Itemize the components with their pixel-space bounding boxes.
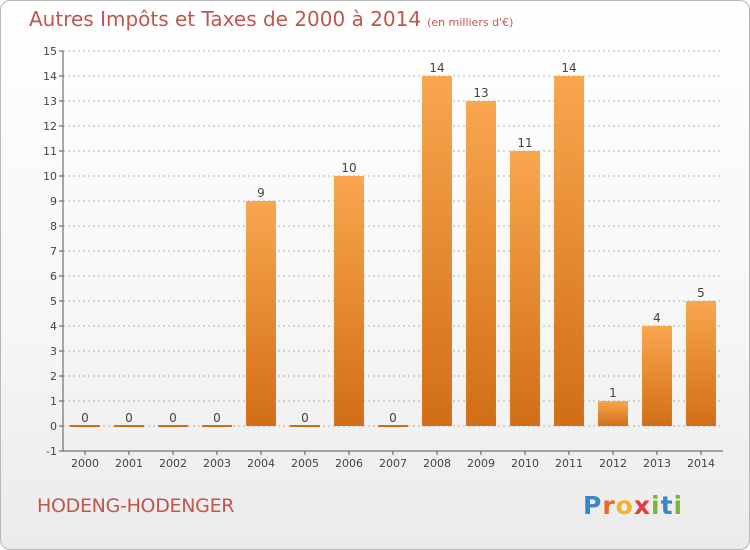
y-tick-label: 13	[43, 95, 57, 108]
bar-layer	[70, 76, 716, 427]
data-label: 0	[389, 411, 397, 425]
x-tick-label: 2005	[291, 457, 319, 470]
y-tick-label: 8	[50, 220, 57, 233]
data-label: 14	[429, 61, 444, 75]
x-tick-label: 2004	[247, 457, 275, 470]
bar	[598, 401, 628, 426]
x-tick-label: 2014	[687, 457, 715, 470]
bar	[554, 76, 584, 426]
x-tick-label: 2002	[159, 457, 187, 470]
x-tick-label: 2000	[71, 457, 99, 470]
chart-title: Autres Impôts et Taxes de 2000 à 2014	[29, 7, 422, 31]
x-tick-label: 2001	[115, 457, 143, 470]
grid-layer	[63, 50, 723, 452]
x-tick-label: 2012	[599, 457, 627, 470]
data-label: 13	[473, 86, 488, 100]
y-tick-label: 3	[50, 345, 57, 358]
data-label: 14	[561, 61, 576, 75]
data-label: 0	[169, 411, 177, 425]
y-tick-label: 14	[43, 70, 57, 83]
y-tick-label: 1	[50, 395, 57, 408]
data-label: 9	[257, 186, 265, 200]
y-tick-label: -1	[46, 445, 57, 458]
proxiti-logo: Proxiti	[583, 491, 684, 520]
y-tick-label: 0	[50, 420, 57, 433]
x-tick-label: 2010	[511, 457, 539, 470]
data-label: 10	[341, 161, 356, 175]
data-label: 0	[125, 411, 133, 425]
data-label: 0	[301, 411, 309, 425]
bar	[466, 101, 496, 426]
y-tick-label: 5	[50, 295, 57, 308]
bar	[642, 326, 672, 426]
x-tick-label: 2006	[335, 457, 363, 470]
bar	[686, 301, 716, 426]
bar	[422, 76, 452, 426]
x-tick-label: 2011	[555, 457, 583, 470]
y-tick-label: 10	[43, 170, 57, 183]
chart-subtitle: (en milliers d'€)	[427, 16, 514, 29]
commune-name: HODENG-HODENGER	[37, 495, 235, 517]
x-tick-label: 2008	[423, 457, 451, 470]
data-label: 5	[697, 286, 705, 300]
y-tick-label: 6	[50, 270, 57, 283]
x-tick-label: 2009	[467, 457, 495, 470]
y-tick-label: 15	[43, 45, 57, 58]
y-tick-label: 11	[43, 145, 57, 158]
chart-title-block: Autres Impôts et Taxes de 2000 à 2014 (en…	[29, 7, 513, 31]
data-label: 0	[81, 411, 89, 425]
bar	[510, 151, 540, 426]
y-tick-label: 7	[50, 245, 57, 258]
y-tick-label: 9	[50, 195, 57, 208]
data-label: 0	[213, 411, 221, 425]
y-tick-label: 4	[50, 320, 57, 333]
x-tick-label: 2007	[379, 457, 407, 470]
bar	[334, 176, 364, 426]
x-tick-label: 2003	[203, 457, 231, 470]
data-label: 4	[653, 311, 661, 325]
bar	[246, 201, 276, 426]
y-tick-label: 2	[50, 370, 57, 383]
data-label: 11	[517, 136, 532, 150]
data-label: 1	[609, 386, 617, 400]
y-tick-label: 12	[43, 120, 57, 133]
x-tick-label: 2013	[643, 457, 671, 470]
